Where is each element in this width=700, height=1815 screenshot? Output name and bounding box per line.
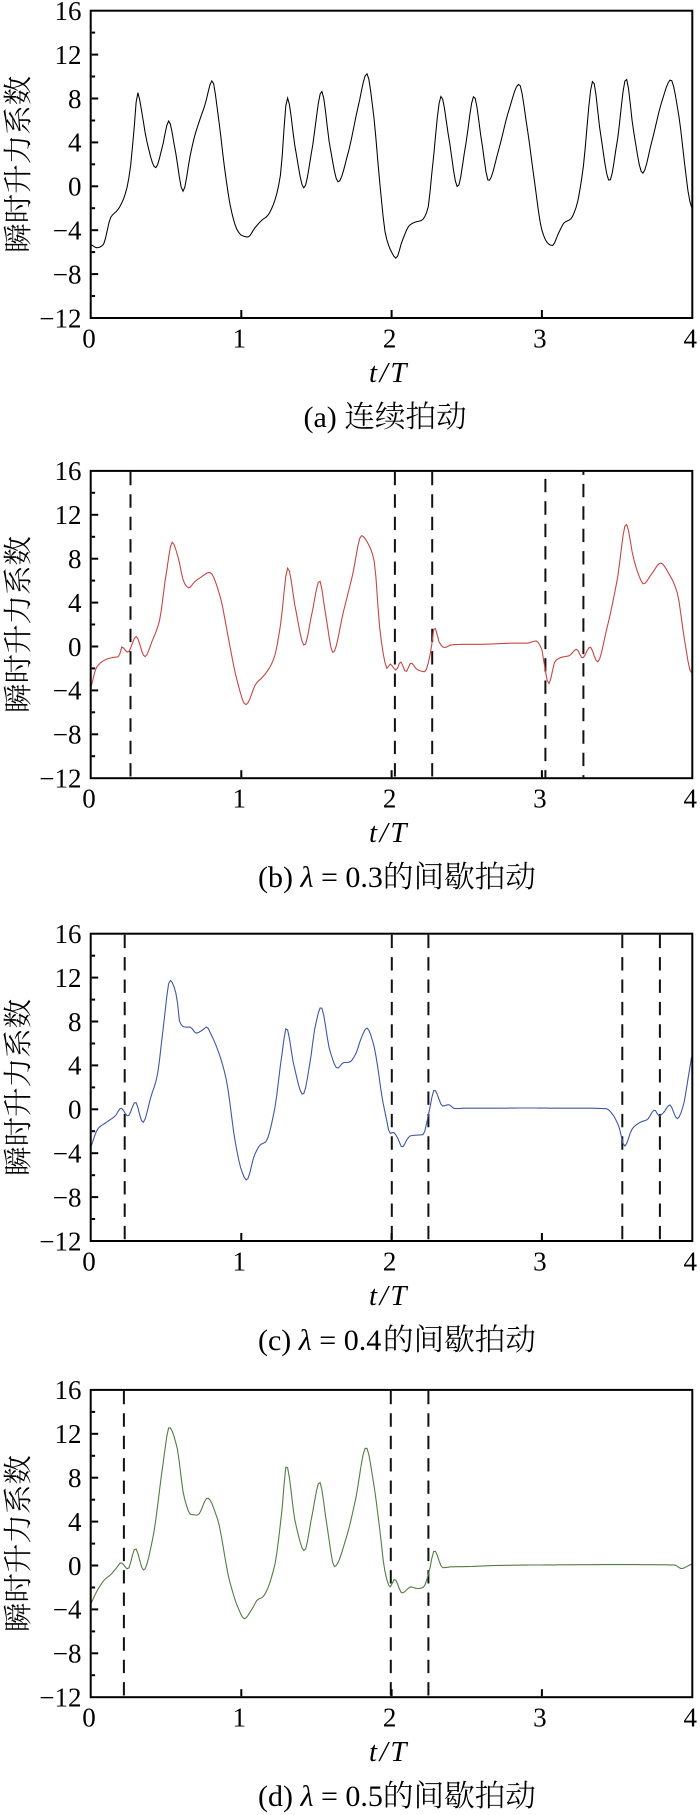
svg-text:12: 12: [55, 40, 82, 70]
svg-text:−8: −8: [53, 259, 82, 289]
svg-text:12: 12: [55, 963, 82, 993]
svg-text:3: 3: [533, 1247, 547, 1277]
svg-text:3: 3: [533, 1703, 547, 1733]
svg-text:0: 0: [68, 1095, 82, 1125]
svg-text:−12: −12: [39, 303, 81, 333]
svg-text:1: 1: [233, 324, 247, 354]
svg-text:8: 8: [68, 1007, 82, 1037]
svg-text:2: 2: [383, 784, 397, 814]
svg-text:−12: −12: [39, 1683, 81, 1713]
svg-text:0: 0: [82, 324, 96, 354]
svg-text:t/T: t/T: [369, 357, 409, 389]
svg-text:2: 2: [383, 324, 397, 354]
svg-text:16: 16: [55, 0, 82, 26]
svg-text:4: 4: [68, 588, 82, 618]
svg-text:4: 4: [683, 324, 697, 354]
svg-text:0: 0: [82, 784, 96, 814]
svg-text:4: 4: [68, 128, 82, 158]
svg-text:−8: −8: [53, 1639, 82, 1669]
svg-text:4: 4: [683, 1247, 697, 1277]
svg-text:−4: −4: [53, 216, 82, 246]
svg-text:−4: −4: [53, 1595, 82, 1625]
svg-text:1: 1: [233, 1703, 247, 1733]
svg-text:−4: −4: [53, 1139, 82, 1169]
svg-text:−12: −12: [39, 764, 81, 794]
svg-text:3: 3: [533, 324, 547, 354]
svg-text:(c) λ = 0.4: (c) λ = 0.4: [258, 1324, 381, 1357]
svg-text:0: 0: [68, 172, 82, 202]
svg-text:4: 4: [683, 784, 697, 814]
svg-text:0: 0: [82, 1247, 96, 1277]
svg-text:16: 16: [55, 1375, 82, 1405]
svg-text:−8: −8: [53, 1182, 82, 1212]
svg-text:−12: −12: [39, 1226, 81, 1256]
svg-text:4: 4: [68, 1507, 82, 1537]
svg-text:0: 0: [82, 1703, 96, 1733]
svg-text:8: 8: [68, 84, 82, 114]
svg-text:1: 1: [233, 1247, 247, 1277]
svg-text:3: 3: [533, 784, 547, 814]
svg-text:16: 16: [55, 919, 82, 949]
svg-text:0: 0: [68, 1551, 82, 1581]
svg-text:12: 12: [55, 500, 82, 530]
svg-text:(a): (a): [304, 401, 337, 434]
svg-text:−4: −4: [53, 676, 82, 706]
svg-text:4: 4: [683, 1703, 697, 1733]
svg-text:4: 4: [68, 1051, 82, 1081]
svg-text:2: 2: [383, 1703, 397, 1733]
svg-text:16: 16: [55, 456, 82, 486]
svg-text:8: 8: [68, 1463, 82, 1493]
svg-text:12: 12: [55, 1419, 82, 1449]
svg-text:(d) λ = 0.5: (d) λ = 0.5: [258, 1780, 383, 1813]
svg-text:t/T: t/T: [369, 1736, 409, 1768]
svg-text:2: 2: [383, 1247, 397, 1277]
svg-text:t/T: t/T: [369, 817, 409, 849]
svg-text:1: 1: [233, 784, 247, 814]
svg-text:8: 8: [68, 544, 82, 574]
svg-text:0: 0: [68, 632, 82, 662]
svg-text:(b) λ = 0.3: (b) λ = 0.3: [258, 861, 383, 894]
svg-text:t/T: t/T: [369, 1280, 409, 1312]
svg-text:−8: −8: [53, 720, 82, 750]
